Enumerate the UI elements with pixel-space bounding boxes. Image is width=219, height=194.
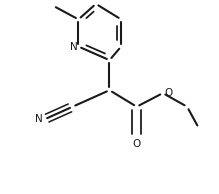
Text: N: N [70,42,78,52]
Text: N: N [35,114,42,124]
Text: O: O [164,88,173,98]
Text: O: O [132,139,141,149]
